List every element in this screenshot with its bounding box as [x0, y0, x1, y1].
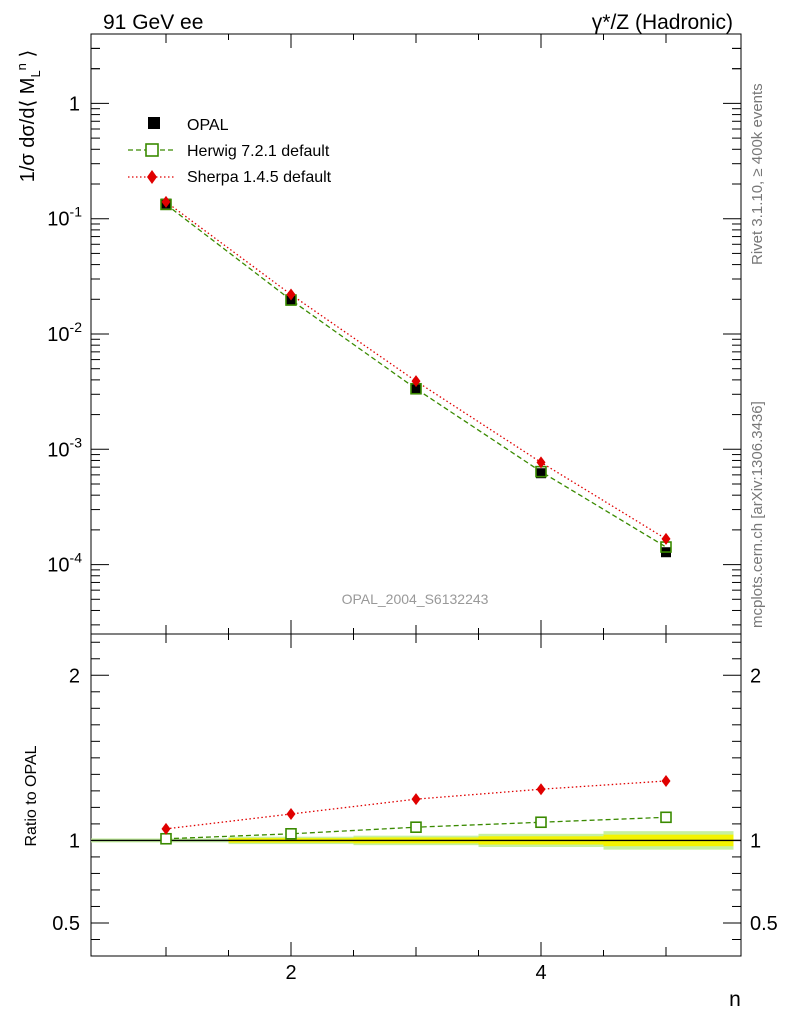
opal-point: [411, 384, 421, 395]
legend-herwig-marker: [145, 143, 159, 157]
ratio-y-label: Ratio to OPAL: [23, 745, 40, 846]
ratio-sherpa-point: [411, 793, 421, 806]
sherpa-point: [161, 195, 171, 208]
x-axis-label: n: [729, 988, 741, 1011]
ratio-y-tick-label-right: 0.5: [750, 913, 778, 935]
process-title: γ*/Z (Hadronic): [592, 11, 733, 34]
ratio-sherpa-point: [161, 822, 171, 835]
sherpa-point: [286, 288, 296, 301]
y-tick-label: 10-4: [47, 550, 82, 577]
ratio-y-tick-label: 1: [69, 830, 80, 852]
ratio-y-tick-label-right: 2: [750, 665, 761, 687]
rivet-note: Rivet 3.1.10, ≥ 400k events: [749, 83, 766, 265]
ratio-herwig-point: [160, 832, 172, 845]
sherpa-point: [661, 532, 671, 545]
ratio-herwig-point: [285, 828, 297, 840]
legend-opal-marker: [148, 117, 160, 129]
svg-text:1/σ dσ/d⟨ MLn ⟩: 1/σ dσ/d⟨ MLn ⟩: [14, 50, 43, 183]
legend: OPAL Herwig 7.2.1 default Sherpa 1.4.5 d…: [128, 117, 332, 186]
main-y-label: 1/σ dσ/d⟨ MLn ⟩: [14, 50, 43, 183]
y-tick-label: 10-2: [47, 319, 82, 346]
ratio-sherpa-point: [286, 807, 296, 820]
legend-opal-label: OPAL: [187, 117, 229, 134]
y-tick-label: 10-3: [47, 434, 82, 461]
ratio-sherpa-point: [661, 774, 671, 787]
ratio-y-tick-label: 0.5: [52, 913, 80, 935]
ratio-herwig-point: [410, 821, 422, 834]
ratio-y-tick-label: 2: [69, 665, 80, 687]
y-tick-label: 10-1: [47, 204, 82, 231]
analysis-label: OPAL_2004_S6132243: [342, 591, 489, 607]
x-tick-label: 4: [535, 962, 546, 984]
legend-sherpa-label: Sherpa 1.4.5 default: [187, 169, 332, 186]
ratio-herwig-point: [660, 811, 672, 824]
opal-point: [286, 295, 296, 306]
sherpa-point: [536, 456, 546, 469]
legend-herwig-label: Herwig 7.2.1 default: [187, 143, 330, 160]
ratio-herwig-point: [535, 816, 547, 829]
ratio-y-tick-label-right: 1: [750, 830, 761, 852]
opal-point: [536, 468, 546, 479]
y-tick-label: 1: [69, 93, 80, 115]
mcplots-note: mcplots.cern.ch [arXiv:1306.3436]: [749, 401, 766, 628]
ratio-panel: 2 4 0.5 0.5 1 1 2 2: [52, 633, 778, 984]
x-tick-label: 2: [285, 962, 296, 984]
main-panel: 1 10-1 10-2 10-3 10-4: [47, 33, 742, 635]
energy-title: 91 GeV ee: [103, 11, 203, 34]
herwig-line: [165, 203, 667, 548]
ratio-sherpa-point: [536, 783, 546, 796]
sherpa-line: [165, 201, 667, 540]
legend-sherpa-marker: [147, 170, 157, 184]
sherpa-point: [411, 375, 421, 388]
